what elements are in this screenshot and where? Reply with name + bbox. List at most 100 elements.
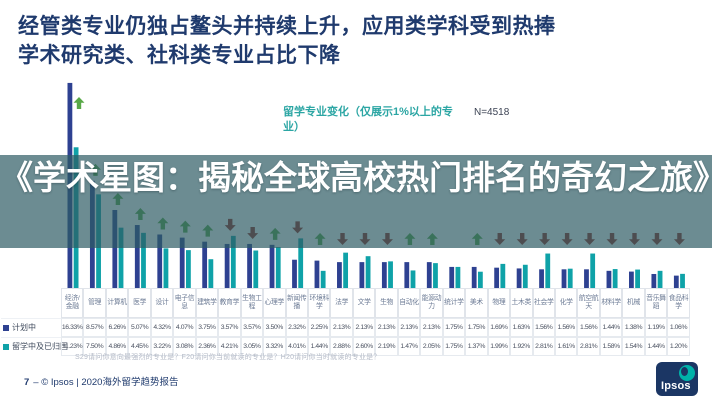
- category-header-cell: 计算机: [105, 288, 129, 318]
- value-cell: 1.20%: [667, 337, 690, 356]
- value-cell: 11.23%: [61, 337, 84, 356]
- category-header-cell: 航空航天: [577, 288, 600, 318]
- category-header-cell: 土木类: [510, 288, 533, 318]
- value-cell: 4.45%: [128, 337, 151, 356]
- page-number: 7: [24, 377, 30, 388]
- category-header-cell: 食品科学: [667, 288, 690, 318]
- trend-up-arrow-icon: [73, 97, 85, 109]
- value-cell: 1.44%: [644, 337, 668, 356]
- ipsos-logo-text: Ipsos: [661, 380, 691, 392]
- bar-planned: [224, 243, 230, 289]
- bar-planned: [516, 268, 522, 289]
- bar-planned: [494, 267, 500, 289]
- value-cell: 1.63%: [510, 318, 533, 337]
- bar-planned: [179, 237, 185, 289]
- bar-current: [141, 232, 146, 289]
- bar-planned: [449, 266, 455, 289]
- value-cell: 3.50%: [263, 318, 286, 337]
- bar-current: [253, 250, 259, 289]
- value-cell: 2.32%: [285, 318, 308, 337]
- category-header-cell: 文学: [352, 288, 376, 318]
- footnote: S29请问你意向最强烈的专业是？F20请问你当前就读的专业是？H20请问你当时就…: [75, 354, 381, 361]
- bar-planned: [359, 262, 365, 289]
- value-cell: 1.75%: [442, 318, 466, 337]
- bar-current: [567, 268, 573, 289]
- category-header-cell: 生物工程: [240, 288, 264, 318]
- bar-planned: [269, 244, 275, 289]
- value-cell: 3.05%: [240, 337, 264, 356]
- category-header-cell: 管理: [83, 288, 106, 318]
- bar-current: [343, 252, 349, 289]
- value-cell: 1.37%: [465, 337, 488, 356]
- bar-planned: [584, 269, 589, 289]
- bar-current: [545, 253, 551, 289]
- value-cell: 1.44%: [307, 337, 331, 356]
- sample-size: N=4518: [474, 107, 510, 118]
- bar-current: [477, 271, 483, 289]
- value-cell: 2.81%: [532, 337, 555, 356]
- value-cell: 1.58%: [599, 337, 623, 356]
- category-header-cell: 法学: [330, 288, 353, 318]
- bar-planned: [134, 225, 140, 289]
- value-cell: 3.22%: [150, 337, 174, 356]
- copyright: © Ipsos | 2020海外留学趋势报告: [41, 377, 179, 388]
- value-cell: 4.01%: [285, 337, 308, 356]
- value-cell: 3.57%: [240, 318, 264, 337]
- bar-planned: [539, 269, 544, 289]
- footer: 7– © Ipsos | 2020海外留学趋势报告: [24, 374, 178, 388]
- category-header-cell: 医学: [128, 288, 151, 318]
- category-header-cell: 生物: [375, 288, 398, 318]
- bar-planned: [629, 271, 634, 289]
- value-cell: 2.88%: [330, 337, 353, 356]
- category-header-cell: 设计: [150, 288, 174, 318]
- overlay-title: 《学术星图：揭秘全球高校热门排名的奇幻之旅》: [0, 159, 712, 196]
- bar-planned: [202, 241, 208, 289]
- value-cell: 1.69%: [487, 318, 511, 337]
- data-table: 经济/金融 管理 计算机 医学 设计 电子信息 建筑学 教育学 生物工程 心理学 新闻传播 环境科学法…: [1, 288, 690, 356]
- page-title-line2: 学术研究类、社科类专业占比下降: [18, 44, 341, 67]
- category-header-cell: 自动化: [397, 288, 421, 318]
- value-cell: 7.50%: [83, 337, 106, 356]
- series-swatch: [3, 324, 9, 331]
- value-cell: 4.21%: [218, 337, 241, 356]
- value-cell: 3.08%: [173, 337, 196, 356]
- bar-planned: [292, 259, 297, 289]
- category-header-cell: 音乐舞蹈: [644, 288, 668, 318]
- bar-current: [365, 256, 371, 289]
- ipsos-logo: Ipsos: [656, 362, 698, 396]
- value-cell: 8.57%: [83, 318, 106, 337]
- bar-planned: [314, 260, 320, 289]
- series-row-label: 计划中: [1, 318, 61, 336]
- value-cell: 1.75%: [465, 318, 488, 337]
- value-cell: 16.33%: [61, 318, 84, 337]
- value-cell: 1.61%: [554, 337, 578, 356]
- value-cell: 2.36%: [195, 337, 219, 356]
- series-swatch: [3, 343, 9, 350]
- bar-current: [410, 270, 416, 289]
- value-cell: 1.56%: [577, 318, 600, 337]
- bar-current: [590, 253, 596, 289]
- chart-legend-title: 留学专业变化（仅展示1%以上的专业）: [283, 106, 453, 133]
- series-name: 留学中及已归国: [12, 342, 68, 351]
- category-header-cell: 建筑学: [195, 288, 219, 318]
- category-header-cell: 经济/金融: [61, 288, 84, 318]
- value-cell: 2.13%: [397, 318, 421, 337]
- value-cell: 4.86%: [105, 337, 129, 356]
- value-cell: 1.99%: [487, 337, 511, 356]
- value-cell: 5.07%: [128, 318, 151, 337]
- bar-current: [298, 238, 304, 289]
- bar-current: [500, 263, 506, 289]
- value-cell: 2.05%: [420, 337, 443, 356]
- value-cell: 2.13%: [330, 318, 353, 337]
- bar-planned: [471, 266, 477, 289]
- series-name: 计划中: [12, 323, 36, 332]
- value-cell: 1.56%: [532, 318, 555, 337]
- bar-planned: [606, 270, 612, 289]
- value-cell: 1.75%: [442, 337, 466, 356]
- category-header-cell: 教育学: [218, 288, 241, 318]
- value-cell: 1.38%: [622, 318, 645, 337]
- bar-current: [522, 264, 528, 289]
- category-header-cell: 新闻传播: [285, 288, 308, 318]
- bar-current: [388, 261, 393, 289]
